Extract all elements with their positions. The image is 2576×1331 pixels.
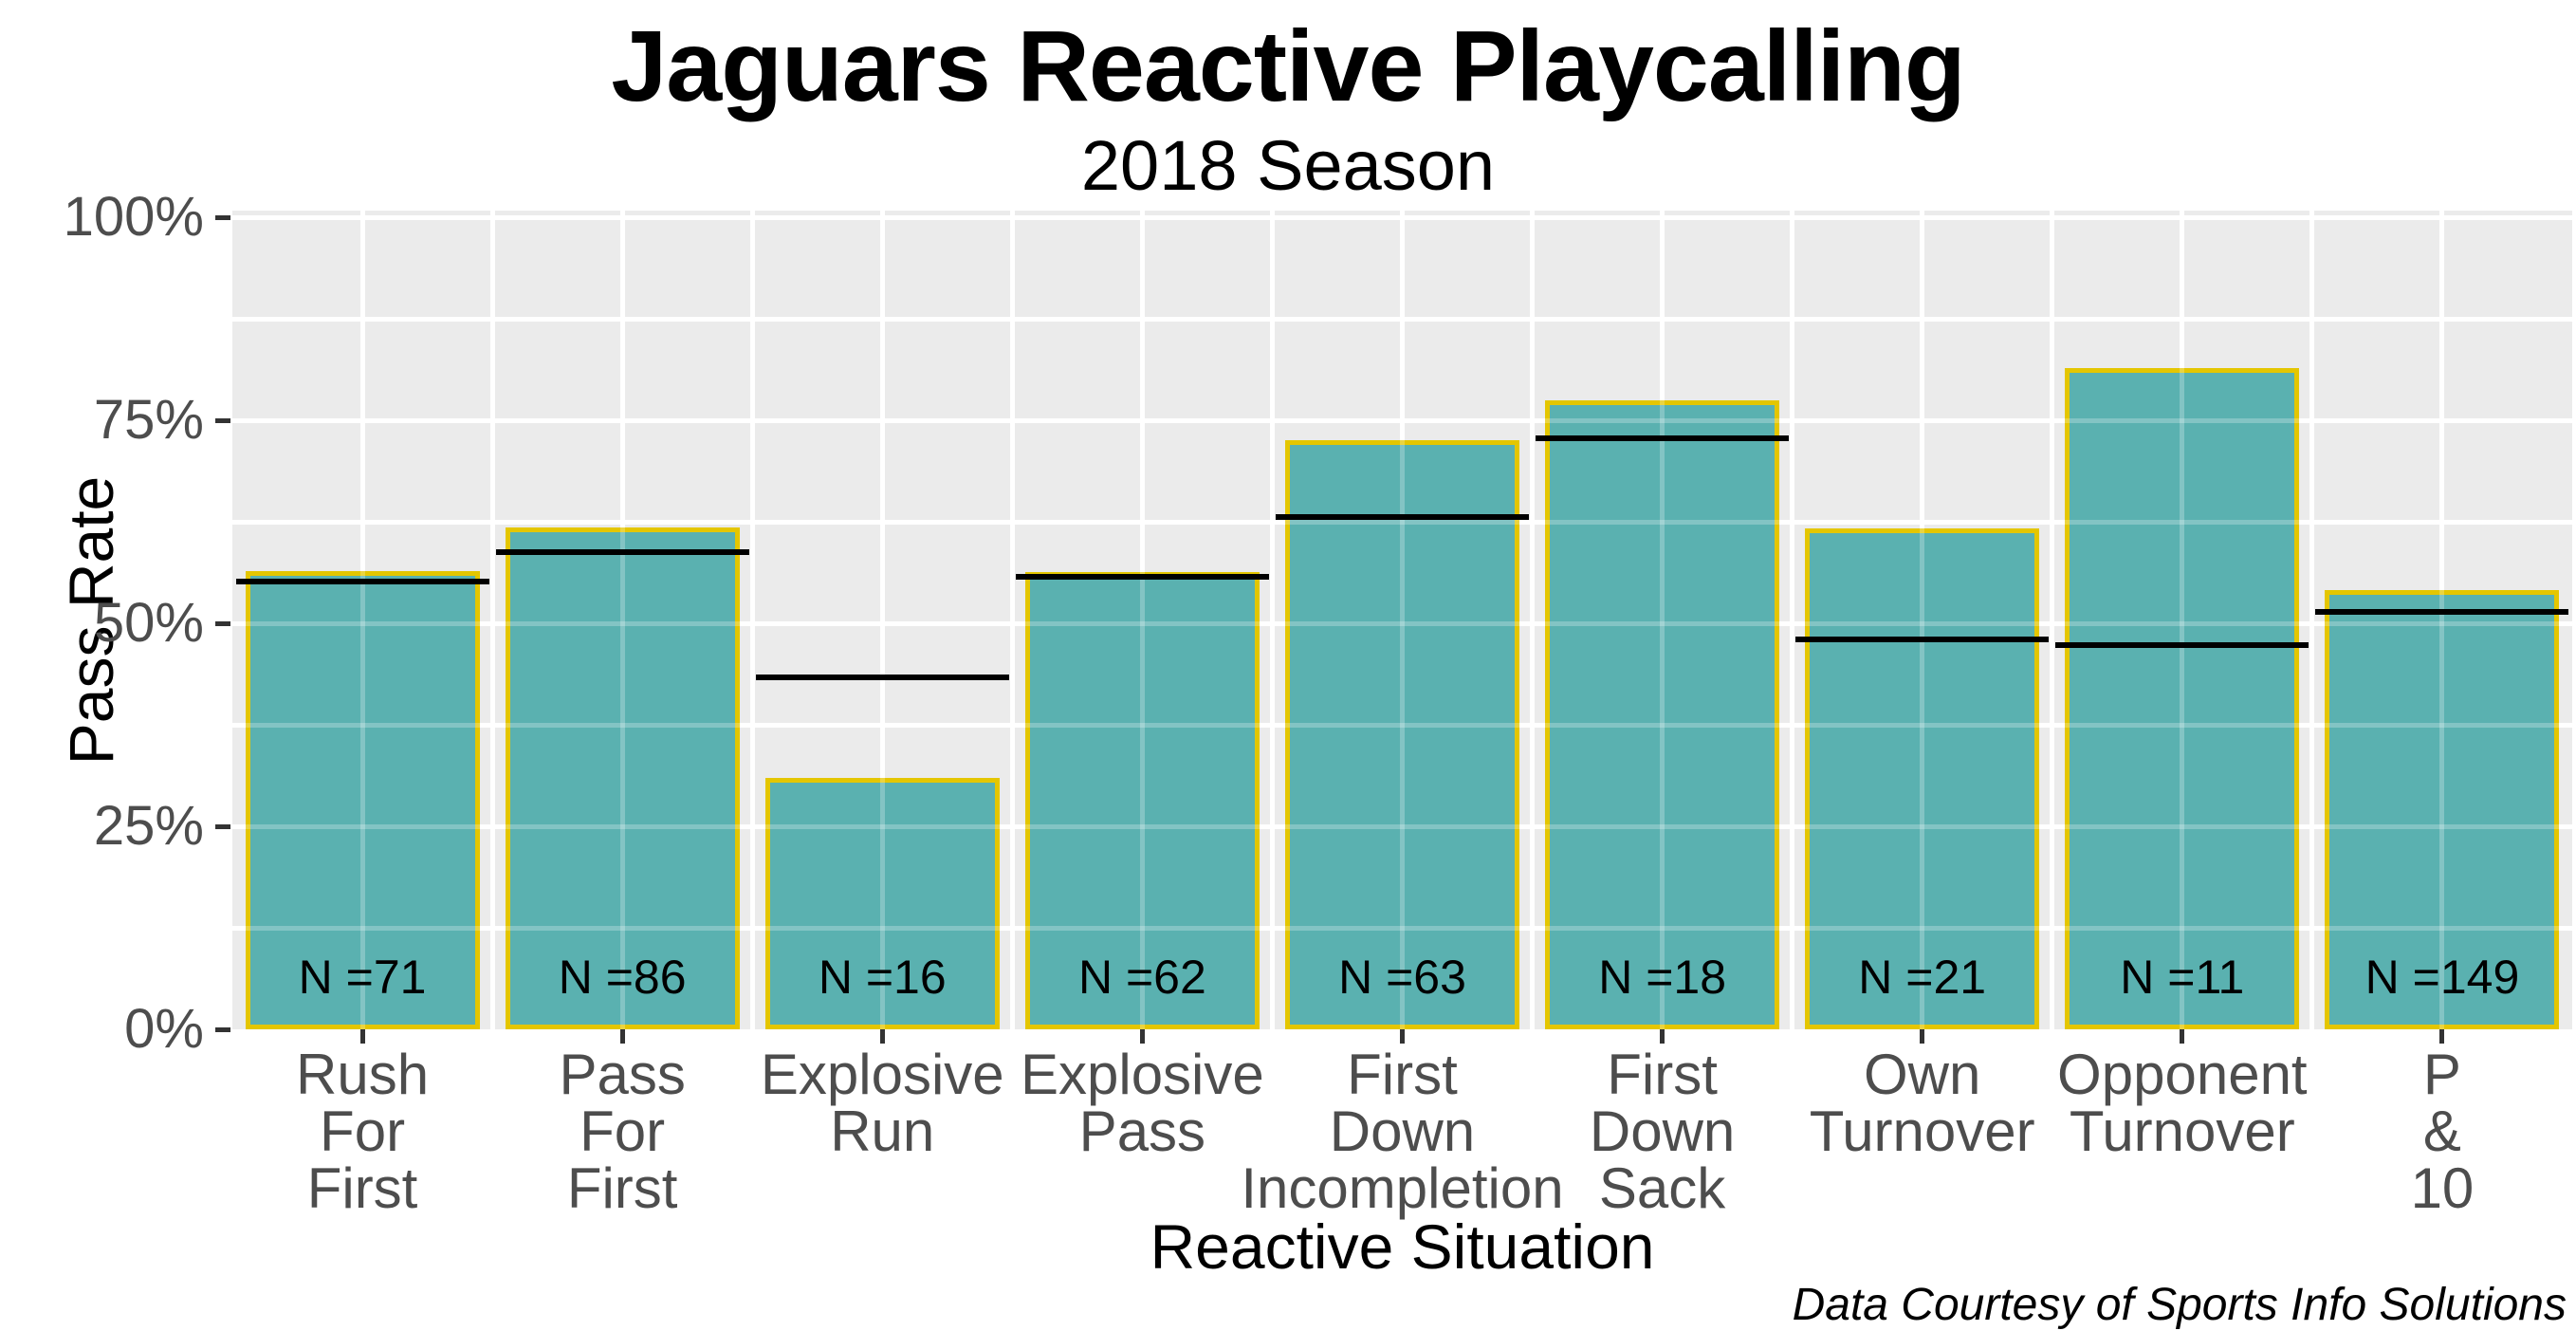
- sample-size-label: N =86: [558, 951, 687, 1004]
- sample-size-label: N =71: [298, 951, 427, 1004]
- bar: [1024, 572, 1260, 1029]
- reference-line: [1795, 637, 2050, 643]
- x-tick-label: Explosive Run: [760, 1043, 1004, 1163]
- v-gridline: [2050, 211, 2055, 1029]
- y-tick-mark: [215, 620, 230, 626]
- x-tick-mark: [1660, 1029, 1665, 1044]
- h-gridline-37.5: [232, 722, 2572, 728]
- h-gridline-50: [232, 620, 2572, 626]
- y-tick-label: 100%: [63, 186, 204, 248]
- v-gridline: [1009, 211, 1015, 1029]
- v-gridline: [1790, 211, 1795, 1029]
- y-tick-mark: [215, 214, 230, 220]
- v-gridline: [2050, 211, 2055, 1029]
- v-gridline: [1660, 211, 1665, 1029]
- plot-panel: N =71 N =86 N =16 N =62 N =63 N =18 N =21 N =11…: [232, 211, 2572, 1029]
- reference-line: [2055, 642, 2309, 649]
- h-gridline-87.5: [232, 316, 2572, 322]
- h-gridline-25: [232, 823, 2572, 829]
- v-gridline: [1920, 211, 1925, 1029]
- bar: [245, 571, 480, 1029]
- sample-size-label: N =11: [2120, 951, 2245, 1004]
- v-gridline: [1269, 211, 1275, 1029]
- reference-line: [755, 675, 1009, 681]
- bar: [1805, 527, 2040, 1029]
- v-gridline: [2180, 211, 2185, 1029]
- reference-line: [235, 579, 489, 585]
- reference-line: [2315, 609, 2569, 616]
- y-tick-mark: [215, 1026, 230, 1032]
- v-gridline: [1530, 211, 1536, 1029]
- x-tick-mark: [1400, 1029, 1405, 1044]
- reference-line: [1015, 574, 1269, 581]
- x-tick-label: First Down Incompletion: [1241, 1043, 1564, 1220]
- v-gridline: [1139, 211, 1145, 1029]
- chart-title: Jaguars Reactive Playcalling: [611, 10, 1965, 122]
- reference-line: [1536, 434, 1790, 441]
- x-tick-label: Rush For First: [296, 1043, 430, 1220]
- sample-size-label: N =18: [1598, 951, 1727, 1004]
- reference-line: [495, 548, 749, 555]
- v-gridline: [489, 211, 495, 1029]
- x-tick-label: Opponent Turnover: [2057, 1043, 2308, 1163]
- sample-size-label: N =149: [2364, 951, 2520, 1004]
- chart-subtitle: 2018 Season: [1080, 126, 1496, 205]
- v-gridline: [2309, 211, 2315, 1029]
- y-tick-label: 75%: [93, 389, 204, 451]
- bar: [1285, 439, 1519, 1029]
- data-source-caption: Data Courtesy of Sports Info Solutions: [1792, 1280, 2567, 1330]
- x-tick-label: Pass For First: [559, 1043, 686, 1220]
- y-tick-label: 25%: [93, 795, 204, 857]
- y-tick-mark: [215, 417, 230, 423]
- v-gridline: [1530, 211, 1536, 1029]
- bar: [1545, 399, 1780, 1029]
- v-gridline: [489, 211, 495, 1029]
- h-gridline-100: [232, 214, 2572, 220]
- v-gridline: [1400, 211, 1405, 1029]
- y-tick-mark: [215, 823, 230, 829]
- v-gridline: [1269, 211, 1275, 1029]
- v-gridline: [879, 211, 885, 1029]
- h-gridline-75: [232, 417, 2572, 423]
- h-gridline-62.5: [232, 519, 2572, 525]
- reference-line: [1276, 513, 1529, 520]
- v-gridline: [1009, 211, 1015, 1029]
- bar: [2325, 589, 2560, 1029]
- v-gridline: [749, 211, 755, 1029]
- h-gridline-12.5: [232, 925, 2572, 931]
- sample-size-label: N =63: [1338, 951, 1466, 1004]
- v-gridline: [359, 211, 365, 1029]
- x-tick-mark: [1139, 1029, 1145, 1044]
- bar: [764, 777, 1000, 1029]
- y-tick-label: 0%: [124, 998, 204, 1060]
- sample-size-label: N =16: [818, 951, 947, 1004]
- x-tick-mark: [359, 1029, 365, 1044]
- sample-size-label: N =62: [1077, 951, 1206, 1004]
- bar: [2065, 368, 2300, 1029]
- x-tick-label: First Down Sack: [1589, 1043, 1736, 1220]
- x-axis-title: Reactive Situation: [1150, 1211, 1655, 1282]
- v-gridline: [879, 211, 885, 1029]
- x-tick-label: Own Turnover: [1809, 1043, 2035, 1163]
- x-tick-label: Explosive Pass: [1020, 1043, 1264, 1163]
- x-tick-mark: [619, 1029, 625, 1044]
- x-tick-mark: [1920, 1029, 1925, 1044]
- x-tick-mark: [2439, 1029, 2445, 1044]
- y-tick-label: 50%: [93, 592, 204, 654]
- v-gridline: [2309, 211, 2315, 1029]
- x-tick-mark: [2180, 1029, 2185, 1044]
- x-tick-mark: [879, 1029, 885, 1044]
- x-tick-label: P & 10: [2410, 1043, 2475, 1220]
- sample-size-label: N =21: [1858, 951, 1987, 1004]
- v-gridline: [619, 211, 625, 1029]
- v-gridline: [749, 211, 755, 1029]
- bar: [505, 527, 740, 1029]
- v-gridline: [1790, 211, 1795, 1029]
- v-gridline: [2439, 211, 2445, 1029]
